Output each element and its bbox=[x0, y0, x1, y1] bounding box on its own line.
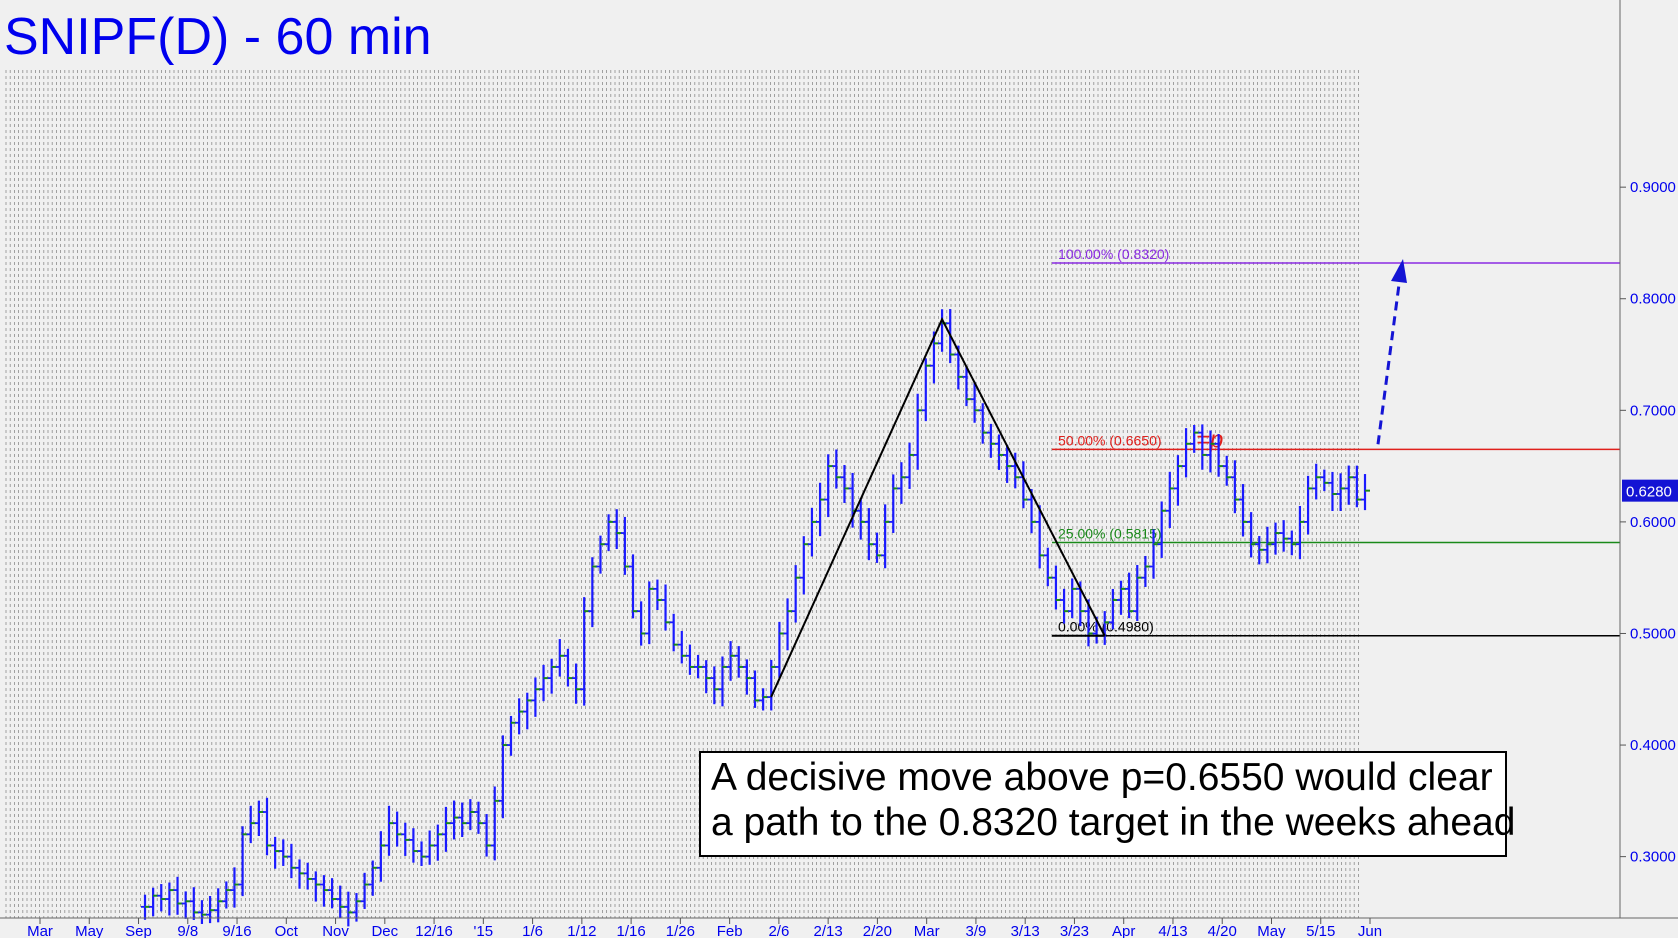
target-projection-arrow bbox=[1376, 259, 1407, 445]
x-tick-label: Feb bbox=[717, 923, 743, 938]
x-tick-label: 3/13 bbox=[1011, 923, 1040, 938]
y-tick-label: 0.8000 bbox=[1630, 291, 1676, 308]
x-tick-label: Nov bbox=[322, 923, 349, 938]
x-tick-label: 9/8 bbox=[177, 923, 198, 938]
y-tick-label: 0.7000 bbox=[1630, 402, 1676, 419]
x-tick-label: 4/20 bbox=[1208, 923, 1237, 938]
x-tick-label: Dec bbox=[371, 923, 398, 938]
abc-pattern bbox=[770, 316, 1106, 698]
x-tick-label: 4/13 bbox=[1158, 923, 1187, 938]
x-tick-label: '15 bbox=[474, 923, 494, 938]
fib-level-label: 0.00% (0.4980) bbox=[1058, 619, 1154, 635]
x-tick-label: 9/16 bbox=[222, 923, 251, 938]
x-tick-label: 3/9 bbox=[965, 923, 986, 938]
y-tick-label: 0.6000 bbox=[1630, 514, 1676, 531]
x-tick-label: Apr bbox=[1112, 923, 1135, 938]
price-bars bbox=[141, 309, 1370, 927]
annotation-box: A decisive move above p=0.6550 would cle… bbox=[699, 751, 1515, 857]
x-tick-label: 1/6 bbox=[522, 923, 543, 938]
x-tick-label: Mar bbox=[27, 923, 53, 938]
x-tick-label: 5/15 bbox=[1306, 923, 1335, 938]
y-tick-label: 0.3000 bbox=[1630, 849, 1676, 866]
annotation-text: a path to the 0.8320 target in the weeks… bbox=[711, 801, 1515, 844]
fib-level-label: 50.00% (0.6650) bbox=[1058, 432, 1162, 448]
x-tick-label: 1/26 bbox=[666, 923, 695, 938]
y-tick-label: 0.9000 bbox=[1630, 179, 1676, 196]
x-tick-label: May bbox=[1257, 923, 1286, 938]
x-tick-label: Mar bbox=[914, 923, 940, 938]
fib-level-label: 25.00% (0.5815) bbox=[1058, 526, 1162, 542]
x-tick-label: Oct bbox=[275, 923, 299, 938]
annotation-text: A decisive move above p=0.6550 would cle… bbox=[711, 756, 1493, 799]
abc-pattern-line bbox=[770, 316, 1106, 698]
x-tick-label: 2/6 bbox=[768, 923, 789, 938]
y-tick-label: 0.5000 bbox=[1630, 625, 1676, 642]
last-price-box bbox=[1622, 479, 1678, 502]
x-tick-label: Jun bbox=[1358, 923, 1382, 938]
annotation-box-frame bbox=[699, 751, 1507, 857]
last-price-label: 0.6280 bbox=[1626, 484, 1672, 501]
x-tick-label: 1/12 bbox=[567, 923, 596, 938]
projection-line bbox=[1376, 276, 1402, 445]
projection-arrowhead bbox=[1391, 259, 1407, 284]
fib-level-label: 100.00% (0.8320) bbox=[1058, 246, 1169, 262]
x-tick-label: May bbox=[75, 923, 104, 938]
fibonacci-levels: 100.00% (0.8320) 50.00% (0.6650) 25.00% (0… bbox=[1052, 246, 1620, 637]
x-tick-label: 1/16 bbox=[617, 923, 646, 938]
x-tick-label: 3/23 bbox=[1060, 923, 1089, 938]
x-tick-label: 2/20 bbox=[863, 923, 892, 938]
y-tick-label: 0.4000 bbox=[1630, 737, 1676, 754]
x-tick-label: 2/13 bbox=[814, 923, 843, 938]
chart-title: SNIPF(D) - 60 min bbox=[4, 8, 432, 66]
x-tick-label: 12/16 bbox=[415, 923, 453, 938]
x-tick-label: Sep bbox=[125, 923, 152, 938]
